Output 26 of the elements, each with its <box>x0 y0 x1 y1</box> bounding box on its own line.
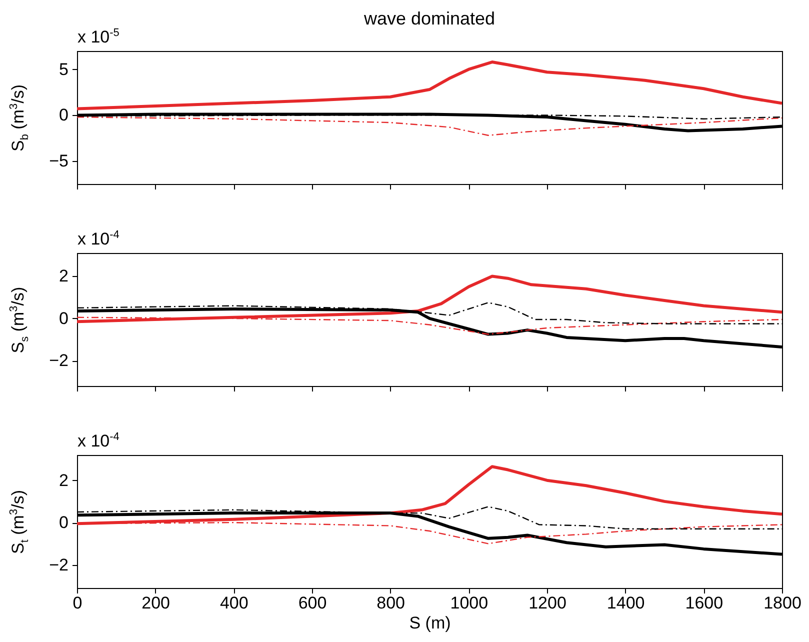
x-tick-label: 1000 <box>450 594 488 612</box>
x-tick-label: 200 <box>142 594 170 612</box>
y-tick-label: 0 <box>59 513 68 532</box>
y-tick-label: 2 <box>59 470 68 490</box>
chart-title: wave dominated <box>362 8 496 28</box>
y-tick-label: 0 <box>59 308 68 328</box>
line-series <box>77 116 782 136</box>
x-tick-label: 400 <box>220 594 248 612</box>
x-tick-label: 1200 <box>528 594 566 612</box>
text: x 10$^{-4}$ <box>78 430 120 450</box>
y-tick-label: −2 <box>49 351 68 370</box>
y-tick-label: 5 <box>59 60 68 79</box>
x-tick-label: 800 <box>376 594 406 612</box>
y-tick-label: 2 <box>59 266 68 286</box>
x-tick-label: 0 <box>72 594 82 612</box>
x-tick-label: 600 <box>298 594 327 612</box>
y-tick-label: −2 <box>49 555 68 574</box>
y-tick-label: −5 <box>49 152 68 171</box>
text: x 10$^{-5}$ <box>78 26 120 46</box>
line-series <box>77 60 782 110</box>
x-tick-label: 1800 <box>764 594 802 612</box>
x-tick-label: 1400 <box>606 594 645 612</box>
x-axis-title: S (m) <box>409 614 451 632</box>
x-tick-label: 1600 <box>685 594 724 612</box>
y-tick-label: 0 <box>59 106 68 125</box>
text: x 10$^{-4}$ <box>78 228 120 248</box>
